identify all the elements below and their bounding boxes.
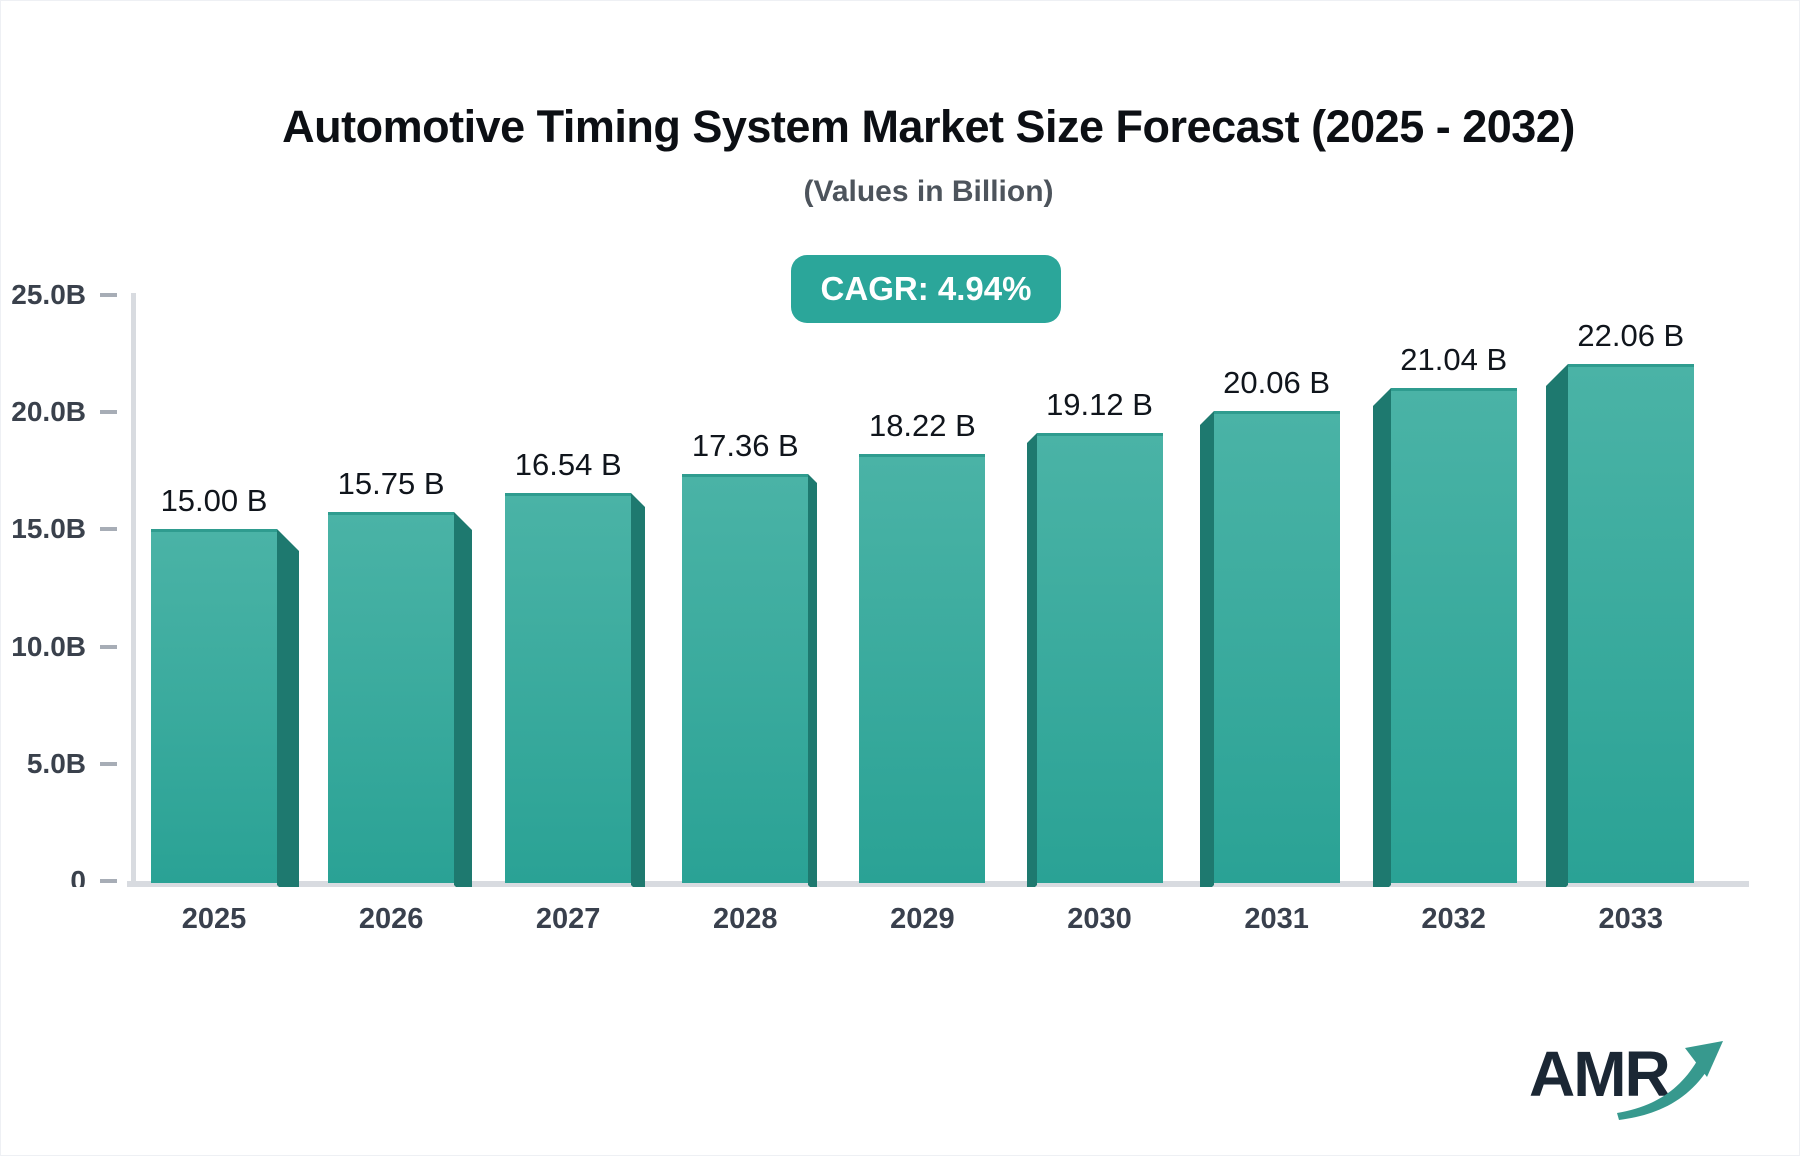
growth-arrow-icon [1617, 1041, 1723, 1120]
y-tick-label: 0 [70, 865, 86, 887]
x-axis-label-2026: 2026 [358, 903, 424, 935]
amr-logo: AMR [1529, 1031, 1729, 1121]
chart-header: Automotive Timing System Market Size For… [56, 101, 1799, 209]
bar-side-face [1372, 387, 1391, 887]
cagr-badge: CAGR: 4.94% [791, 255, 1061, 323]
y-tick-mark [100, 761, 117, 766]
chart-title: Automotive Timing System Market Size For… [282, 101, 1575, 152]
y-tick-mark [100, 644, 117, 649]
x-axis-label-2027: 2027 [535, 903, 601, 935]
bar-side-face [1026, 432, 1037, 887]
chart-subtitle: (Values in Billion) [803, 175, 1054, 208]
y-tick-label: 20.0B [11, 396, 86, 428]
bar-2033 [1567, 363, 1694, 883]
bar-2025 [151, 529, 277, 883]
bar-value-label: 21.04 B [1400, 341, 1508, 377]
bar-value-label: 16.54 B [514, 447, 622, 483]
bar-2031 [1213, 410, 1340, 883]
bar-value-label: 18.22 B [868, 407, 976, 443]
bar-side-face [1545, 363, 1568, 887]
bar-side-face [808, 474, 818, 887]
bar-value-label: 19.12 B [1046, 386, 1153, 422]
bar-side-face [277, 529, 299, 887]
y-tick-mark [100, 410, 117, 415]
bar-side-face [1199, 410, 1214, 887]
y-tick-label: 10.0B [11, 630, 86, 662]
x-axis-label-2030: 2030 [1067, 903, 1132, 935]
y-tick-mark [100, 293, 117, 297]
x-axis-label-2028: 2028 [713, 903, 778, 935]
bar-2026 [328, 511, 455, 883]
bar-value-label: 20.06 B [1223, 364, 1331, 400]
bar-side-face [454, 511, 473, 887]
y-tick-mark [100, 879, 117, 883]
x-axis-label-2029: 2029 [890, 903, 955, 935]
x-axis-label-2033: 2033 [1598, 903, 1664, 935]
x-axis-label-2025: 2025 [181, 903, 247, 935]
y-axis-line [131, 293, 136, 883]
bar-2032 [1390, 387, 1517, 883]
bar-2029 [859, 453, 986, 883]
bar-value-label: 15.00 B [160, 483, 268, 519]
bar-side-face [631, 493, 646, 887]
bar-value-label: 22.06 B [1577, 317, 1685, 353]
y-tick-label: 25.0B [11, 279, 86, 310]
bar-value-label: 15.75 B [337, 465, 445, 501]
x-axis-label-2032: 2032 [1421, 903, 1486, 935]
bar-2027 [505, 493, 632, 883]
x-axis-line [127, 881, 1749, 887]
y-tick-label: 15.0B [11, 513, 86, 545]
plot-area: 0 5.0B 10.0B 15.0B 20.0B 25.0B 15.00 B 15.75 B 1… [1, 1, 1799, 887]
y-tick-mark [100, 527, 117, 532]
amr-logo-text: AMR [1529, 1038, 1671, 1110]
y-tick-label: 5.0B [26, 747, 86, 779]
bar-2028 [682, 474, 809, 883]
bar-2030 [1036, 432, 1163, 883]
x-axis-label-2031: 2031 [1244, 903, 1309, 935]
bar-value-label: 17.36 B [691, 428, 799, 464]
